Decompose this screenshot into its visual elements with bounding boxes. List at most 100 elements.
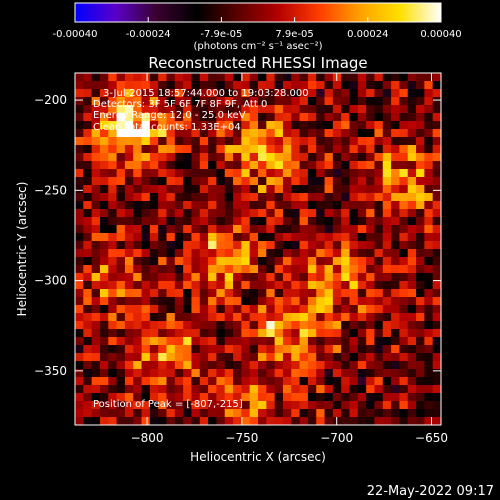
heatmap-cell xyxy=(291,193,301,202)
heatmap-cell xyxy=(241,369,251,378)
heatmap-cell xyxy=(99,161,109,170)
heatmap-cell xyxy=(332,297,342,306)
heatmap-cell xyxy=(382,345,392,354)
heatmap-cell xyxy=(407,257,417,266)
heatmap-cell xyxy=(75,385,84,394)
heatmap-cell xyxy=(124,417,134,425)
heatmap-cell xyxy=(282,233,292,242)
heatmap-cell xyxy=(149,281,159,290)
heatmap-cell xyxy=(391,81,401,90)
heatmap-cell xyxy=(407,345,417,354)
heatmap-cell xyxy=(75,81,84,90)
heatmap-cell xyxy=(291,353,301,362)
heatmap-cell xyxy=(174,305,184,314)
heatmap-cell xyxy=(274,305,284,314)
heatmap-cell xyxy=(324,281,334,290)
heatmap-cell xyxy=(141,409,151,418)
heatmap-cell xyxy=(83,305,93,314)
heatmap-cell xyxy=(266,257,276,266)
heatmap-cell xyxy=(291,393,301,402)
heatmap-cell xyxy=(158,121,168,130)
heatmap-cell xyxy=(324,385,334,394)
heatmap-cell xyxy=(357,249,367,258)
heatmap-cell xyxy=(332,169,342,178)
heatmap-cell xyxy=(224,281,234,290)
heatmap-cell xyxy=(266,209,276,218)
heatmap-cell xyxy=(391,89,401,98)
heatmap-cell xyxy=(124,265,134,274)
heatmap-cell xyxy=(407,81,417,90)
heatmap-cell xyxy=(399,89,409,98)
heatmap-cell xyxy=(258,265,267,274)
heatmap-cell xyxy=(324,201,334,210)
heatmap-cell xyxy=(416,121,425,130)
heatmap-cell xyxy=(316,361,326,370)
heatmap-cell xyxy=(274,89,284,98)
heatmap-cell xyxy=(191,353,201,362)
heatmap-cell xyxy=(99,121,109,130)
heatmap-cell xyxy=(224,105,234,114)
heatmap-cell xyxy=(191,225,201,234)
heatmap-cell xyxy=(166,113,176,122)
heatmap-cell xyxy=(241,193,251,202)
heatmap-cell xyxy=(249,153,259,162)
heatmap-cell xyxy=(382,361,392,370)
heatmap-cell xyxy=(341,265,351,274)
heatmap-cell xyxy=(357,417,367,425)
colorbar-tick-label: -0.00040 xyxy=(53,29,98,40)
heatmap-cell xyxy=(349,369,359,378)
heatmap-cell xyxy=(291,121,301,130)
heatmap-cell xyxy=(224,329,234,338)
heatmap-cell xyxy=(91,225,101,234)
heatmap-cell xyxy=(341,369,351,378)
heatmap-cell xyxy=(166,217,176,226)
heatmap-cell xyxy=(391,409,401,418)
heatmap-cell xyxy=(174,169,184,178)
heatmap-cell xyxy=(133,345,143,354)
heatmap-cell xyxy=(149,217,159,226)
heatmap-cell xyxy=(149,297,159,306)
heatmap-cell xyxy=(166,273,176,282)
heatmap-cell xyxy=(424,217,434,226)
colorbar-tick-label: 7.9e-05 xyxy=(275,29,313,40)
heatmap-cell xyxy=(108,97,118,106)
heatmap-cell xyxy=(341,329,351,338)
heatmap-cell xyxy=(208,241,218,250)
heatmap-cell xyxy=(116,201,126,210)
heatmap-cell xyxy=(141,193,151,202)
heatmap-cell xyxy=(233,177,242,186)
heatmap-cell xyxy=(258,249,267,258)
heatmap-cell xyxy=(274,201,284,210)
heatmap-cell xyxy=(208,209,218,218)
heatmap-cell xyxy=(274,185,284,194)
heatmap-cell xyxy=(91,337,101,346)
heatmap-cell xyxy=(158,81,168,90)
heatmap-cell xyxy=(174,225,184,234)
heatmap-cell xyxy=(258,289,267,298)
heatmap-cell xyxy=(274,177,284,186)
heatmap-cell xyxy=(191,129,201,138)
heatmap-cell xyxy=(124,113,134,122)
heatmap-cell xyxy=(374,241,384,250)
heatmap-cell xyxy=(432,313,441,322)
heatmap-cell xyxy=(357,137,367,146)
heatmap-cell xyxy=(282,257,292,266)
heatmap-cell xyxy=(307,369,317,378)
heatmap-cell xyxy=(233,385,242,394)
heatmap-cell xyxy=(191,361,201,370)
heatmap-cell xyxy=(233,81,242,90)
heatmap-cell xyxy=(249,169,259,178)
heatmap-cell xyxy=(266,113,276,122)
heatmap-cell xyxy=(249,193,259,202)
heatmap-cell xyxy=(99,137,109,146)
heatmap-cell xyxy=(299,193,309,202)
heatmap-cell xyxy=(416,201,425,210)
heatmap-cell xyxy=(99,201,109,210)
heatmap-cell xyxy=(241,129,251,138)
heatmap-cell xyxy=(324,73,334,82)
heatmap-cell xyxy=(299,89,309,98)
heatmap-cell xyxy=(133,305,143,314)
heatmap-cell xyxy=(141,169,151,178)
heatmap-cell xyxy=(266,129,276,138)
heatmap-cell xyxy=(149,265,159,274)
